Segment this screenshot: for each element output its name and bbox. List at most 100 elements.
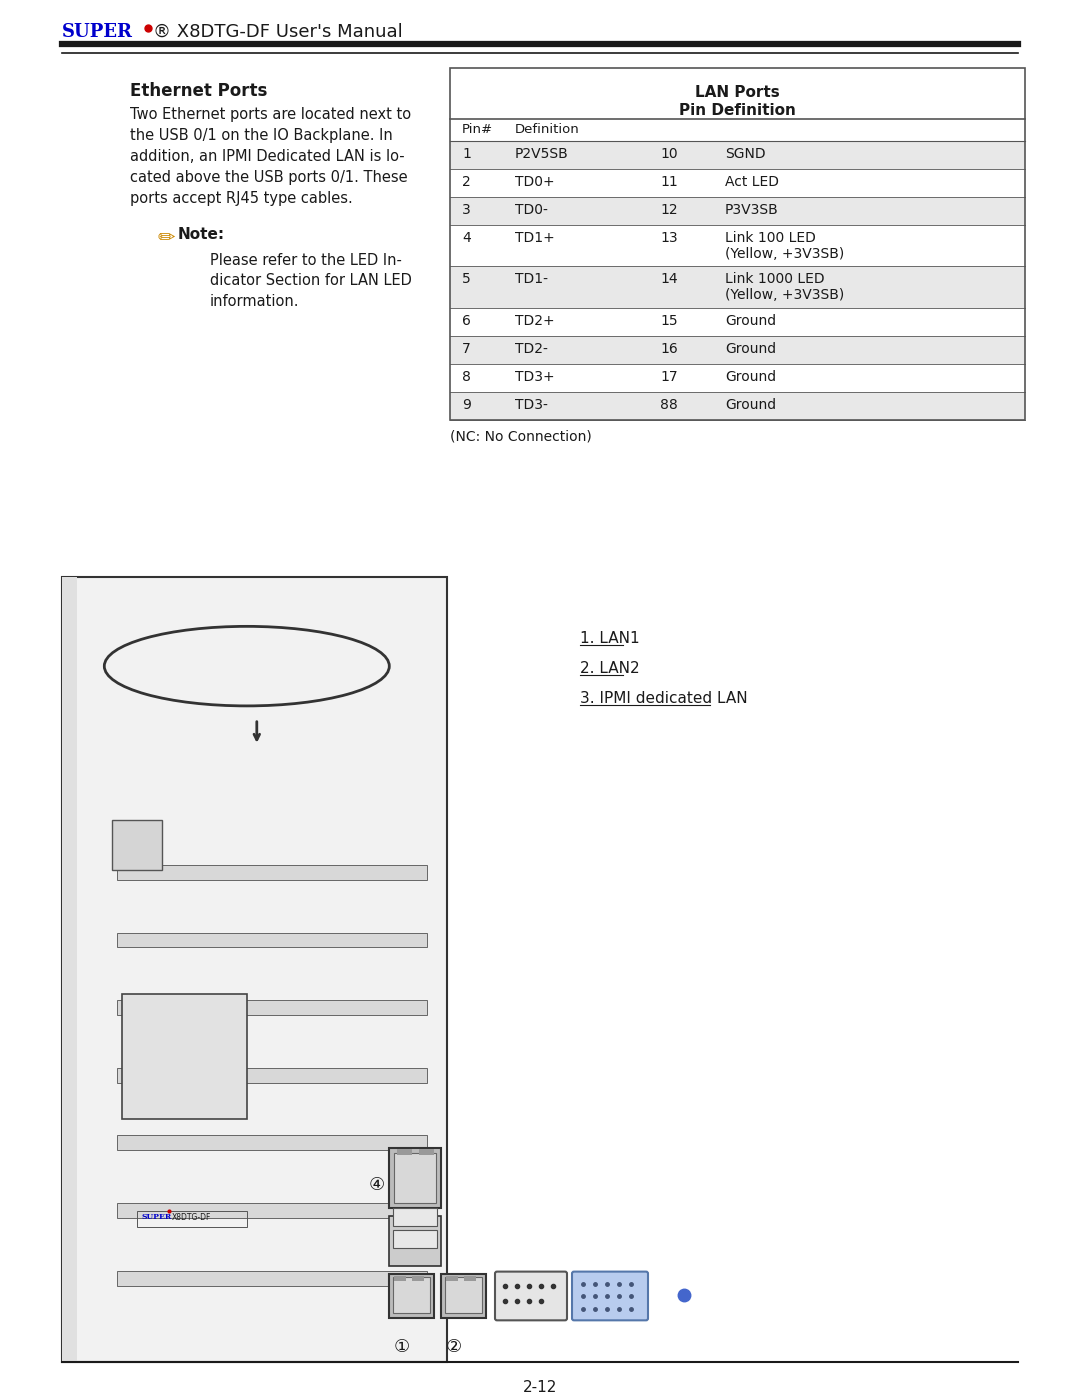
Text: TD0-: TD0- (515, 203, 548, 217)
Bar (117, 1067, 427, 1083)
Text: 3: 3 (462, 203, 471, 217)
Bar (394, 1275, 406, 1281)
Text: Ground: Ground (725, 342, 777, 356)
Bar (394, 1154, 436, 1203)
Text: TD2-: TD2- (515, 342, 548, 356)
Text: 14: 14 (660, 272, 677, 286)
Bar (450, 197, 1025, 225)
Text: 2-12: 2-12 (523, 1380, 557, 1396)
Text: 1: 1 (462, 147, 471, 161)
Bar (450, 67, 1025, 419)
Text: dicator Section for LAN LED: dicator Section for LAN LED (210, 274, 411, 288)
Text: ①: ① (394, 1338, 410, 1356)
Bar (450, 141, 1025, 169)
Bar (450, 225, 1025, 267)
Bar (117, 933, 427, 947)
Bar (393, 1277, 430, 1313)
Text: SUPER: SUPER (62, 22, 133, 41)
Bar (389, 1215, 441, 1266)
Bar (450, 267, 1025, 309)
Bar (450, 391, 1025, 419)
Text: information.: information. (210, 295, 299, 309)
Bar (389, 1148, 441, 1208)
Bar (450, 309, 1025, 337)
Text: 15: 15 (660, 314, 677, 328)
Text: Link 100 LED: Link 100 LED (725, 231, 815, 244)
Text: (NC: No Connection): (NC: No Connection) (450, 429, 592, 443)
Text: addition, an IPMI Dedicated LAN is lo-: addition, an IPMI Dedicated LAN is lo- (130, 149, 405, 163)
Text: 17: 17 (660, 370, 677, 384)
Text: TD3-: TD3- (515, 398, 548, 412)
Bar (117, 1271, 427, 1285)
Bar (445, 1277, 482, 1313)
Text: ④: ④ (369, 1176, 386, 1194)
Text: (Yellow, +3V3SB): (Yellow, +3V3SB) (725, 288, 845, 302)
Text: Act LED: Act LED (725, 175, 779, 189)
Text: Link 1000 LED: Link 1000 LED (725, 272, 825, 286)
Bar (450, 337, 1025, 363)
Text: (Yellow, +3V3SB): (Yellow, +3V3SB) (725, 246, 845, 261)
Bar (137, 1211, 247, 1227)
Text: 12: 12 (660, 203, 677, 217)
Bar (112, 820, 162, 870)
Bar (393, 1229, 437, 1248)
Text: ® X8DTG-DF User's Manual: ® X8DTG-DF User's Manual (153, 22, 403, 41)
Text: X8DTG-DF: X8DTG-DF (172, 1213, 212, 1222)
Text: 6: 6 (462, 314, 471, 328)
Bar (62, 577, 447, 1362)
Text: 8: 8 (462, 370, 471, 384)
Text: TD3+: TD3+ (515, 370, 555, 384)
Text: 2: 2 (462, 175, 471, 189)
Text: Pin Definition: Pin Definition (679, 103, 796, 119)
Bar (117, 1203, 427, 1218)
Bar (397, 1150, 411, 1155)
FancyBboxPatch shape (495, 1271, 567, 1320)
Bar (117, 1136, 427, 1150)
Text: 7: 7 (462, 342, 471, 356)
Text: P2V5SB: P2V5SB (515, 147, 569, 161)
Text: Ground: Ground (725, 370, 777, 384)
Bar (419, 1150, 434, 1155)
Text: 10: 10 (660, 147, 677, 161)
Bar (441, 1274, 486, 1319)
Text: ②: ② (446, 1338, 462, 1356)
Text: 5: 5 (462, 272, 471, 286)
Text: 1. LAN1: 1. LAN1 (580, 631, 639, 647)
Bar (117, 1000, 427, 1016)
Text: 4: 4 (462, 231, 471, 244)
Bar (62, 577, 77, 1362)
Bar (393, 1208, 437, 1227)
Text: Ground: Ground (725, 398, 777, 412)
Text: Please refer to the LED In-: Please refer to the LED In- (210, 253, 402, 268)
Bar (117, 865, 427, 880)
Text: Ground: Ground (725, 314, 777, 328)
Text: Pin#: Pin# (462, 123, 494, 137)
Text: TD2+: TD2+ (515, 314, 555, 328)
Bar (446, 1275, 458, 1281)
Bar (389, 1274, 434, 1319)
Text: LAN Ports: LAN Ports (696, 84, 780, 99)
Text: TD1+: TD1+ (515, 231, 555, 244)
Text: Note:: Note: (178, 226, 225, 242)
Text: ✏: ✏ (157, 226, 175, 247)
FancyBboxPatch shape (572, 1271, 648, 1320)
Text: Ethernet Ports: Ethernet Ports (130, 81, 268, 99)
Text: cated above the USB ports 0/1. These: cated above the USB ports 0/1. These (130, 170, 407, 184)
Text: 3. IPMI dedicated LAN: 3. IPMI dedicated LAN (580, 692, 747, 705)
Bar (411, 1275, 424, 1281)
Text: the USB 0/1 on the IO Backplane. In: the USB 0/1 on the IO Backplane. In (130, 129, 393, 144)
Bar (450, 169, 1025, 197)
Text: Two Ethernet ports are located next to: Two Ethernet ports are located next to (130, 108, 411, 123)
Text: 9: 9 (462, 398, 471, 412)
Bar (450, 67, 1025, 119)
Text: 13: 13 (660, 231, 677, 244)
Text: SUPER: SUPER (141, 1213, 172, 1221)
Text: ports accept RJ45 type cables.: ports accept RJ45 type cables. (130, 191, 353, 205)
Bar (450, 363, 1025, 391)
Text: 2. LAN2: 2. LAN2 (580, 661, 639, 676)
Text: 11: 11 (660, 175, 678, 189)
Text: Definition: Definition (515, 123, 580, 137)
Bar (464, 1275, 476, 1281)
Text: SGND: SGND (725, 147, 766, 161)
Text: TD0+: TD0+ (515, 175, 555, 189)
